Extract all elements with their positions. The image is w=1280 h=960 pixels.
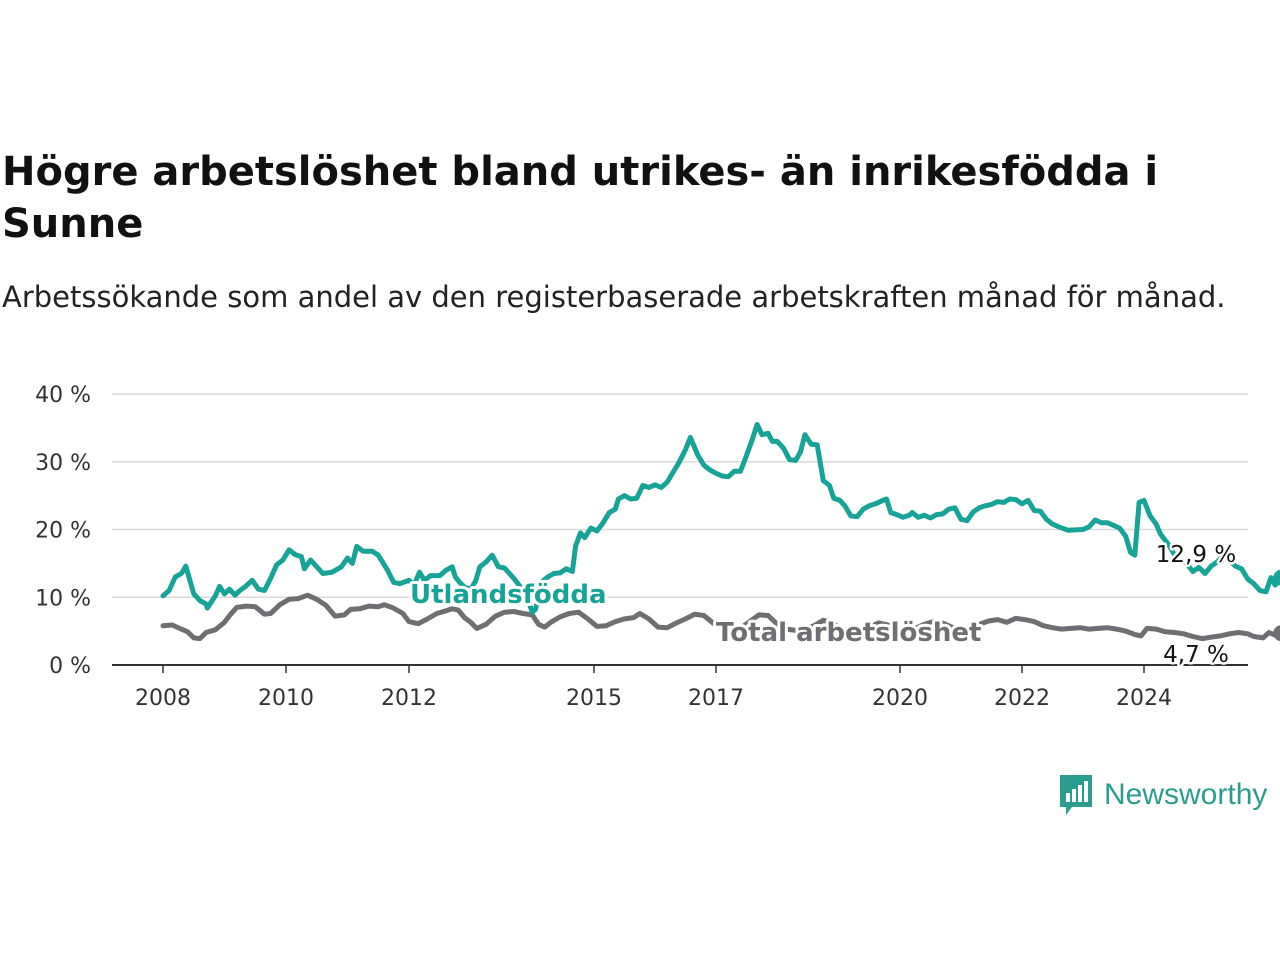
y-tick-label: 10 % [35, 586, 91, 611]
end-label-utlandsfodda: 12,9 % [1156, 542, 1236, 568]
x-tick-label: 2022 [994, 686, 1050, 710]
series-labels: Utlandsfödda Total arbetslöshet 12,9 % 4,7 … [407, 540, 1239, 671]
chart-title: Högre arbetslöshet bland utrikes- än inr… [2, 149, 1159, 247]
brand-logo: Newsworthy [1058, 772, 1267, 818]
line-chart: 0 % 10 % 20 % 30 % 40 % 2008 2010 2012 2015 2017… [35, 383, 1280, 710]
series-label-total: Total arbetslöshet [716, 618, 981, 648]
newsworthy-logo-icon [1060, 775, 1092, 815]
series-line-total [160, 592, 1280, 642]
series-end-point [1273, 569, 1280, 586]
y-tick-label: 0 % [49, 654, 91, 679]
y-tick-label: 40 % [35, 383, 91, 408]
y-axis-ticks: 0 % 10 % 20 % 30 % 40 % [35, 383, 91, 679]
series-end-point [1273, 625, 1280, 642]
x-tick-label: 2024 [1116, 686, 1172, 710]
brand-name: Newsworthy [1104, 778, 1268, 811]
x-tick-label: 2012 [381, 686, 437, 710]
end-label-total: 4,7 % [1163, 642, 1229, 668]
x-tick-label: 2015 [566, 686, 622, 710]
x-tick-label: 2010 [258, 686, 314, 710]
y-tick-label: 30 % [35, 451, 91, 476]
x-tick-label: 2017 [688, 686, 744, 710]
series-lines [160, 422, 1280, 642]
series-line-utlandsfodda [160, 422, 1280, 615]
series-label-utlandsfodda: Utlandsfödda [410, 580, 607, 610]
x-tick-label: 2008 [135, 686, 191, 710]
y-tick-label: 20 % [35, 519, 91, 544]
chart-subtitle: Arbetssökande som andel av den registerb… [2, 280, 1226, 314]
x-tick-label: 2020 [872, 686, 928, 710]
x-axis-ticks: 2008 2010 2012 2015 2017 2020 2022 2024 [135, 665, 1172, 710]
